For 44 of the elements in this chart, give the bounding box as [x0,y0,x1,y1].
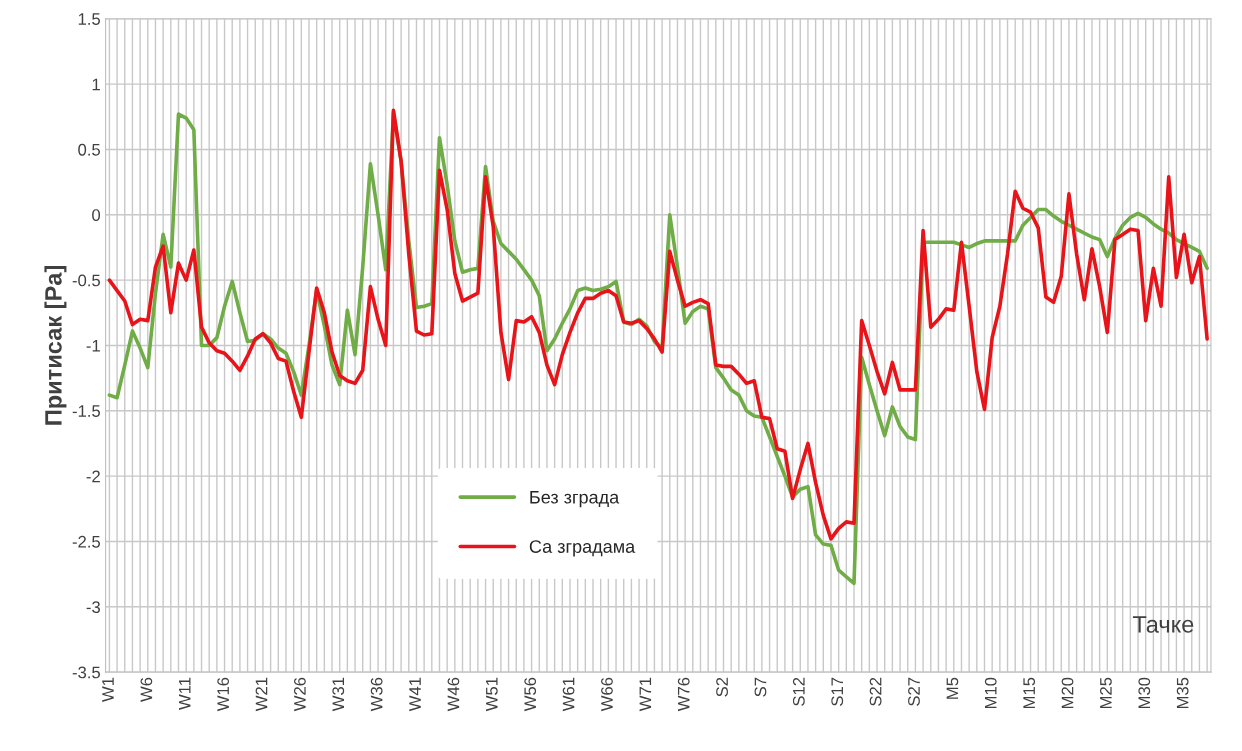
y-tick-label: 0 [92,209,101,221]
x-tick-label: W21 [255,677,268,712]
x-tick-label: W61 [562,677,575,712]
x-tick-label: W26 [293,677,306,712]
y-axis-title: Притисак [Pa] [44,266,67,425]
x-tick-label: M15 [1023,677,1036,709]
legend-label: Са зградама [529,540,636,557]
y-tick-label: -0.5 [72,274,101,287]
x-tick-label: S7 [754,677,767,697]
x-tick-label: S12 [792,677,805,706]
x-tick-label: W1 [102,677,114,702]
legend-label: Без зграда [530,491,620,508]
x-tick-label: S22 [869,677,882,706]
x-tick-label: W16 [217,677,230,712]
y-tick-label: -3 [86,601,100,614]
y-tick-label: 1 [92,78,100,91]
x-tick-label: M20 [1061,677,1074,709]
x-tick-label: W76 [677,677,690,712]
x-tick-label: W31 [332,677,345,712]
y-tick-label: -2.5 [72,535,101,548]
x-tick-label: S17 [831,677,844,706]
x-tick-label: W11 [179,677,191,710]
y-tick-label: -1 [86,340,100,352]
x-tick-label: S2 [716,677,728,697]
x-tick-label: W36 [370,677,383,712]
x-tick-label: M5 [946,677,959,699]
x-tick-label: M25 [1099,677,1112,709]
x-tick-label: W56 [524,677,537,712]
x-tick-label: W41 [409,677,421,712]
y-tick-label: -3.5 [72,666,101,679]
x-tick-label: M35 [1176,677,1189,709]
y-tick-label: 0.5 [78,143,101,156]
x-tick-label: W66 [601,677,613,712]
x-tick-label: W6 [140,677,153,702]
x-axis-title: Тачке [1132,616,1194,633]
x-tick-label: M30 [1138,677,1151,709]
y-tick-label: -1.5 [72,405,101,417]
y-tick-label: 1.5 [78,13,101,25]
x-tick-label: W46 [447,677,460,712]
x-tick-label: W71 [639,677,652,712]
x-tick-label: S27 [908,677,920,706]
x-tick-label: W51 [486,677,498,712]
y-tick-label: -2 [86,470,100,483]
x-tick-label: M10 [984,677,997,709]
